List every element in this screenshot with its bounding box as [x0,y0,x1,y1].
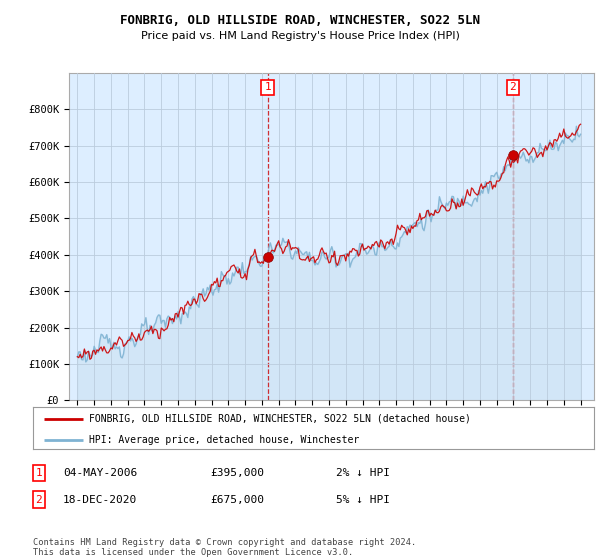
Text: FONBRIG, OLD HILLSIDE ROAD, WINCHESTER, SO22 5LN (detached house): FONBRIG, OLD HILLSIDE ROAD, WINCHESTER, … [89,414,471,424]
Text: 04-MAY-2006: 04-MAY-2006 [63,468,137,478]
Text: 2: 2 [509,82,516,92]
Text: 2% ↓ HPI: 2% ↓ HPI [336,468,390,478]
Text: 2: 2 [35,494,43,505]
Text: 1: 1 [35,468,43,478]
Text: 18-DEC-2020: 18-DEC-2020 [63,494,137,505]
Text: £675,000: £675,000 [210,494,264,505]
Text: Contains HM Land Registry data © Crown copyright and database right 2024.
This d: Contains HM Land Registry data © Crown c… [33,538,416,557]
Text: HPI: Average price, detached house, Winchester: HPI: Average price, detached house, Winc… [89,435,359,445]
Text: Price paid vs. HM Land Registry's House Price Index (HPI): Price paid vs. HM Land Registry's House … [140,31,460,41]
Text: £395,000: £395,000 [210,468,264,478]
Text: 1: 1 [264,82,271,92]
Text: 5% ↓ HPI: 5% ↓ HPI [336,494,390,505]
Text: FONBRIG, OLD HILLSIDE ROAD, WINCHESTER, SO22 5LN: FONBRIG, OLD HILLSIDE ROAD, WINCHESTER, … [120,14,480,27]
